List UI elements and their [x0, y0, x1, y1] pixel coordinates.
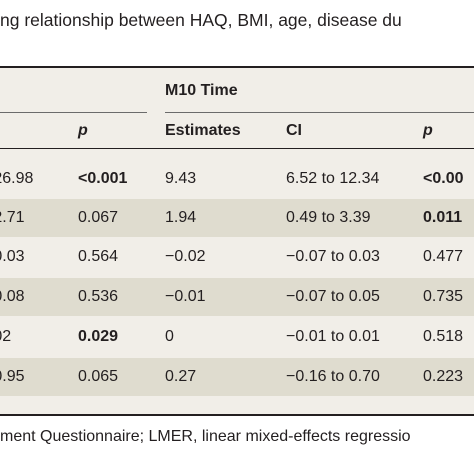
- results-table: M10 Time p Estimates CI p o 26.98 <0.001 9…: [0, 66, 474, 416]
- cell-ci-left: o 2.71: [0, 209, 25, 226]
- cell-p-left: 0.536: [78, 288, 119, 305]
- cell-p-right: 0.011: [423, 209, 463, 226]
- cell-ci-left: o 0.03: [0, 248, 25, 265]
- cell-p-left: 0.065: [78, 368, 119, 385]
- table-caption: ng relationship between HAQ, BMI, age, d…: [0, 10, 402, 30]
- cell-ci: −0.16 to 0.70: [286, 368, 380, 385]
- cell-estimate: 1.94: [165, 209, 197, 226]
- table-row: o 0.08 0.536 −0.01 −0.07 to 0.05 0.735: [0, 278, 474, 316]
- cell-p-left: <0.001: [78, 170, 128, 187]
- cell-ci-left: 0.02: [0, 328, 12, 345]
- cell-ci: 6.52 to 12.34: [286, 170, 380, 187]
- header-rule-left: [0, 112, 147, 113]
- header-bottom-rule: [0, 148, 474, 149]
- cell-p-right: 0.735: [423, 288, 464, 305]
- cell-estimate: −0.02: [165, 248, 206, 265]
- table-footnote: ment Questionnaire; LMER, linear mixed-e…: [0, 428, 411, 445]
- cell-p-right: 0.223: [423, 368, 464, 385]
- cell-estimate: 0.27: [165, 368, 197, 385]
- table-row: o 26.98 <0.001 9.43 6.52 to 12.34 <0.00: [0, 160, 474, 198]
- cell-estimate: 9.43: [165, 170, 197, 187]
- cell-p-left: 0.067: [78, 209, 119, 226]
- cell-p-left: 0.564: [78, 248, 119, 265]
- cell-ci: −0.01 to 0.01: [286, 328, 380, 345]
- col-header-p-left: p: [78, 122, 88, 139]
- col-header-estimates: Estimates: [165, 122, 241, 139]
- cell-ci: −0.07 to 0.05: [286, 288, 380, 305]
- col-header-p-right: p: [423, 122, 433, 139]
- cell-ci: −0.07 to 0.03: [286, 248, 380, 265]
- cell-ci-left: o 0.08: [0, 288, 25, 305]
- cell-estimate: −0.01: [165, 288, 206, 305]
- cell-ci-left: o 0.95: [0, 368, 25, 385]
- cell-ci-left: o 26.98: [0, 170, 34, 187]
- table-row: o 0.95 0.065 0.27 −0.16 to 0.70 0.223: [0, 358, 474, 396]
- header-rule-right: [165, 112, 474, 113]
- cell-ci: 0.49 to 3.39: [286, 209, 371, 226]
- cell-estimate: 0: [165, 328, 174, 345]
- cell-p-left: 0.029: [78, 328, 119, 345]
- table-row: o 0.03 0.564 −0.02 −0.07 to 0.03 0.477: [0, 238, 474, 276]
- table-row: 0.02 0.029 0 −0.01 to 0.01 0.518: [0, 318, 474, 356]
- cell-p-right: 0.518: [423, 328, 464, 345]
- cell-p-right: 0.477: [423, 248, 464, 265]
- col-header-ci: CI: [286, 122, 302, 139]
- cell-p-right: <0.00: [423, 170, 464, 187]
- group-header-m10-time: M10 Time: [165, 82, 238, 99]
- table-row: o 2.71 0.067 1.94 0.49 to 3.39 0.011: [0, 199, 474, 237]
